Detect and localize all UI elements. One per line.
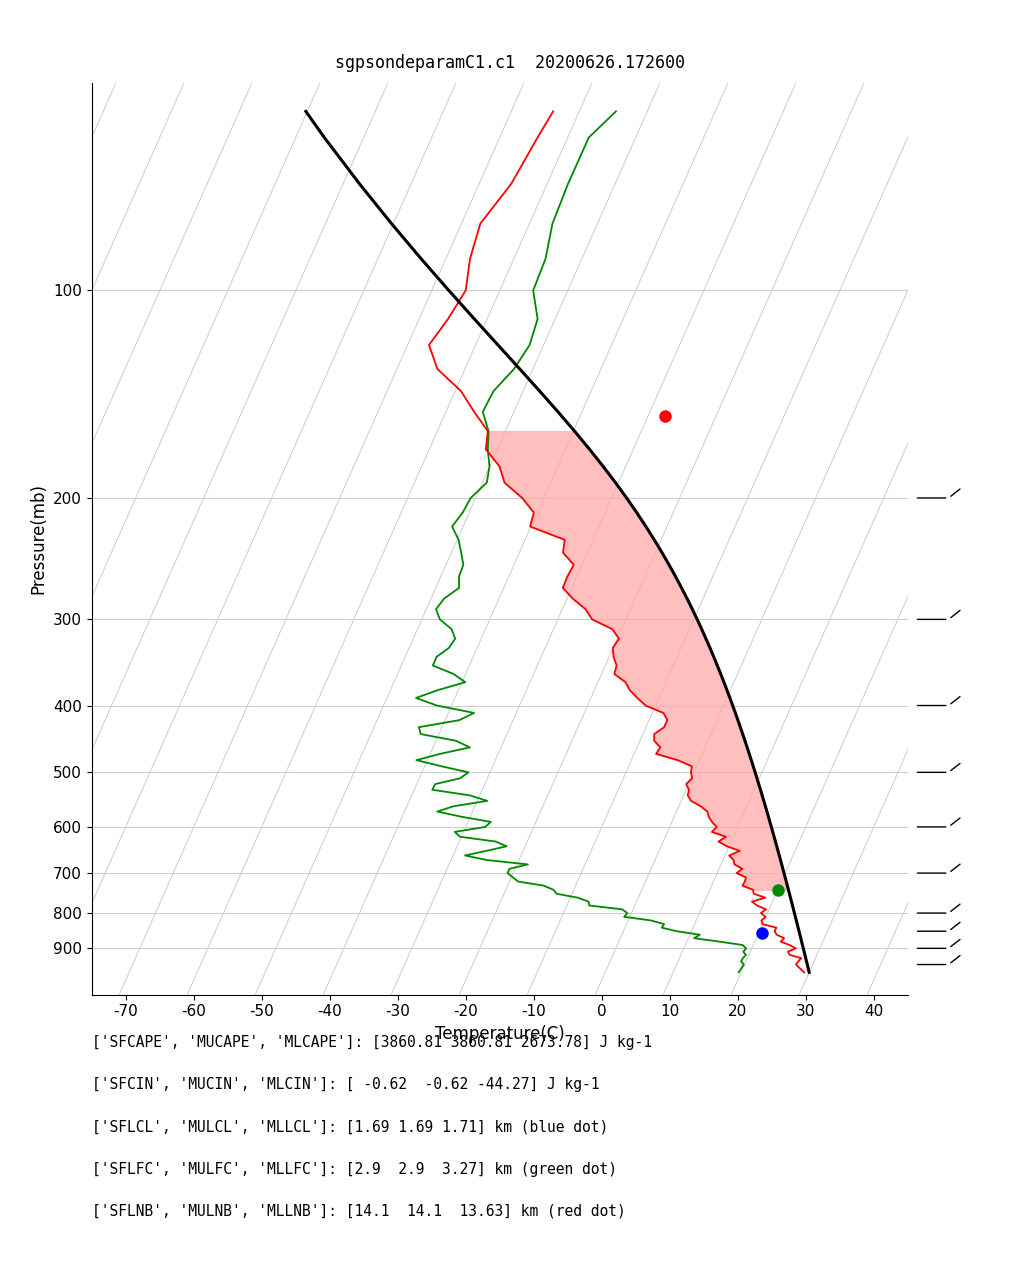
Text: sgpsondeparamC1.c1  20200626.172600: sgpsondeparamC1.c1 20200626.172600 (334, 54, 685, 71)
Text: ['SFLNB', 'MULNB', 'MLLNB']: [14.1  14.1  13.63] km (red dot): ['SFLNB', 'MULNB', 'MLLNB']: [14.1 14.1 … (92, 1204, 625, 1219)
Text: ['SFCIN', 'MUCIN', 'MLCIN']: [ -0.62  -0.62 -44.27] J kg-1: ['SFCIN', 'MUCIN', 'MLCIN']: [ -0.62 -0.… (92, 1077, 599, 1093)
Y-axis label: Pressure(mb): Pressure(mb) (30, 483, 48, 594)
X-axis label: Temperature(C): Temperature(C) (434, 1025, 565, 1043)
Text: ['SFCAPE', 'MUCAPE', 'MLCAPE']: [3860.81 3860.81 2673.78] J kg-1: ['SFCAPE', 'MUCAPE', 'MLCAPE']: [3860.81… (92, 1035, 651, 1051)
Text: ['SFLCL', 'MULCL', 'MLLCL']: [1.69 1.69 1.71] km (blue dot): ['SFLCL', 'MULCL', 'MLLCL']: [1.69 1.69 … (92, 1119, 607, 1135)
Text: ['SFLFC', 'MULFC', 'MLLFC']: [2.9  2.9  3.27] km (green dot): ['SFLFC', 'MULFC', 'MLLFC']: [2.9 2.9 3.… (92, 1162, 616, 1177)
